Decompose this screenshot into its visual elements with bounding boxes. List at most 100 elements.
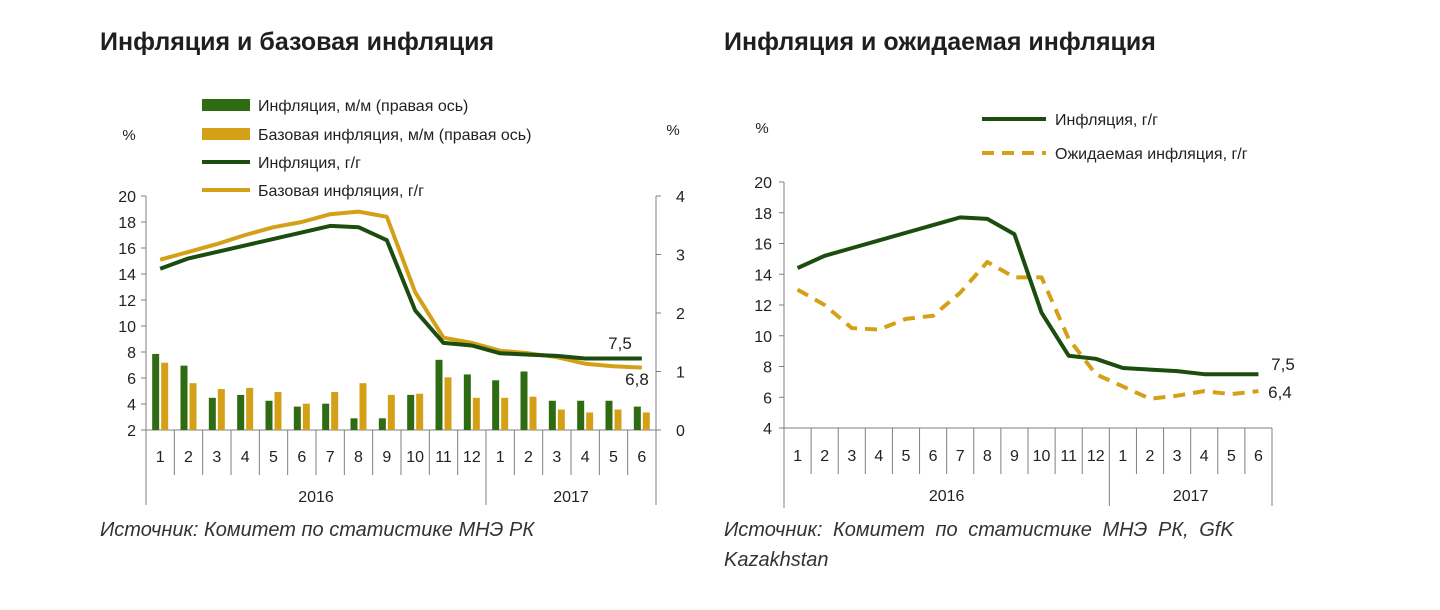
chart1-bar-core-mm bbox=[416, 393, 424, 430]
chart1-left-tick-label: 18 bbox=[118, 215, 136, 232]
chart1-left-tick-label: 4 bbox=[127, 397, 136, 414]
chart1-bar-core-mm bbox=[387, 394, 395, 430]
chart1-end-label-inflation: 7,5 bbox=[608, 334, 632, 353]
chart2-line-expected bbox=[796, 259, 1259, 401]
chart1-bar-core-mm bbox=[642, 412, 650, 430]
chart2-tick-label: 18 bbox=[754, 206, 772, 223]
chart1-bar-core-mm bbox=[529, 396, 537, 430]
chart1-month-label: 11 bbox=[435, 449, 452, 466]
chart2-year-label: 2016 bbox=[929, 488, 965, 505]
chart2-source: Источник: Комитет по статистике МНЭ РК, … bbox=[724, 519, 1234, 571]
chart1-bar-inflation-mm bbox=[293, 406, 301, 430]
chart2-legend-label: Инфляция, г/г bbox=[1055, 112, 1158, 129]
chart1-left-tick-label: 2 bbox=[127, 423, 136, 440]
chart1-legend-swatch bbox=[202, 128, 250, 140]
chart2-tick-label: 10 bbox=[754, 329, 772, 346]
chart1-left-tick-label: 20 bbox=[118, 189, 136, 206]
chart1-left-tick-label: 6 bbox=[127, 371, 136, 388]
chart1-left-tick-label: 16 bbox=[118, 241, 136, 258]
chart2-month-label: 1 bbox=[793, 448, 802, 465]
chart1-month-label: 9 bbox=[382, 449, 391, 466]
chart2-month-label: 2 bbox=[820, 448, 829, 465]
chart1-line-inflation-yy bbox=[159, 223, 642, 361]
chart1-left-tick-label: 14 bbox=[118, 267, 136, 284]
chart1-bar-inflation-mm bbox=[180, 365, 188, 430]
chart1-left-tick-label: 12 bbox=[118, 293, 136, 310]
chart1-right-tick-label: 1 bbox=[676, 365, 685, 382]
chart1-bar-core-mm bbox=[557, 409, 565, 430]
chart1-bar-inflation-mm bbox=[407, 394, 415, 430]
chart1-bar-core-mm bbox=[614, 409, 622, 430]
chart2-tick-label: 20 bbox=[754, 175, 772, 192]
chart1-title: Инфляция и базовая инфляция bbox=[100, 28, 495, 56]
chart2-line-inflation bbox=[796, 215, 1259, 377]
chart1-right-tick-label: 3 bbox=[676, 248, 685, 265]
chart1-bar-core-mm bbox=[444, 377, 452, 430]
chart1-bar-inflation-mm bbox=[265, 400, 273, 430]
chart1-bar-inflation-mm bbox=[152, 353, 160, 430]
chart1-month-label: 4 bbox=[241, 449, 250, 466]
chart1-bar-inflation-mm bbox=[378, 418, 386, 430]
chart2-month-label: 4 bbox=[1200, 448, 1209, 465]
chart2-end-label-inflation: 7,5 bbox=[1271, 355, 1295, 374]
chart1-bar-core-mm bbox=[302, 403, 310, 430]
chart2-month-label: 6 bbox=[929, 448, 938, 465]
chart2-month-label: 5 bbox=[902, 448, 911, 465]
chart2-month-label: 6 bbox=[1254, 448, 1263, 465]
chart1-bar-core-mm bbox=[189, 383, 197, 430]
chart1-bar-core-mm bbox=[331, 391, 339, 430]
chart1-bar-core-mm bbox=[472, 397, 480, 430]
chart1-month-label: 1 bbox=[156, 449, 165, 466]
chart1-month-label: 5 bbox=[609, 449, 618, 466]
chart2-month-label: 10 bbox=[1033, 448, 1051, 465]
chart1-legend-label: Инфляция, г/г bbox=[258, 155, 361, 172]
chart2-title: Инфляция и ожидаемая инфляция bbox=[724, 28, 1156, 56]
chart1-month-label: 6 bbox=[297, 449, 306, 466]
chart1-right-tick-label: 2 bbox=[676, 306, 685, 323]
chart1-bar-inflation-mm bbox=[492, 380, 500, 430]
chart2-month-label: 8 bbox=[983, 448, 992, 465]
chart2-month-label: 4 bbox=[874, 448, 883, 465]
chart1-bar-inflation-mm bbox=[322, 403, 330, 430]
chart1-bar-inflation-mm bbox=[633, 406, 641, 430]
chart1-bar-core-mm bbox=[246, 387, 254, 430]
chart1-legend-label: Инфляция, м/м (правая ось) bbox=[258, 98, 468, 115]
chart2-tick-label: 16 bbox=[754, 237, 772, 254]
chart1-bar-core-mm bbox=[359, 383, 367, 430]
chart2-end-label-expected: 6,4 bbox=[1268, 383, 1292, 402]
chart1-bar-inflation-mm bbox=[208, 397, 216, 430]
chart1-line-core-yy bbox=[159, 209, 642, 370]
chart2-year-label: 2017 bbox=[1173, 488, 1209, 505]
chart1-bar-core-mm bbox=[274, 391, 282, 430]
chart2-month-label: 9 bbox=[1010, 448, 1019, 465]
chart1-month-label: 2 bbox=[524, 449, 533, 466]
chart1-bar-core-mm bbox=[501, 397, 509, 430]
chart1-month-label: 3 bbox=[552, 449, 561, 466]
chart1-year-label: 2017 bbox=[553, 489, 589, 506]
chart1-month-label: 12 bbox=[463, 449, 481, 466]
chart2-legend-label: Ожидаемая инфляция, г/г bbox=[1055, 146, 1248, 163]
chart2-month-label: 11 bbox=[1060, 448, 1077, 465]
chart1-legend-swatch bbox=[202, 99, 250, 111]
chart1-bar-inflation-mm bbox=[520, 371, 528, 430]
chart1-month-label: 7 bbox=[326, 449, 335, 466]
chart1-bar-core-mm bbox=[217, 389, 225, 430]
chart1-bar-inflation-mm bbox=[350, 418, 358, 430]
chart1-legend-label: Базовая инфляция, м/м (правая ось) bbox=[258, 127, 531, 144]
chart1-end-label-core: 6,8 bbox=[625, 370, 649, 389]
chart1-bar-inflation-mm bbox=[548, 400, 556, 430]
chart1-bar-inflation-mm bbox=[577, 400, 585, 430]
chart1-bar-inflation-mm bbox=[463, 374, 471, 430]
chart2-tick-label: 12 bbox=[754, 298, 772, 315]
chart2-month-label: 2 bbox=[1146, 448, 1155, 465]
chart1-bar-inflation-mm bbox=[237, 394, 245, 430]
chart1-right-tick-label: 4 bbox=[676, 189, 685, 206]
chart1-month-label: 8 bbox=[354, 449, 363, 466]
chart2-month-label: 12 bbox=[1087, 448, 1105, 465]
chart1-source: Источник: Комитет по статистике МНЭ РК bbox=[100, 519, 535, 541]
chart1-bar-inflation-mm bbox=[605, 400, 613, 430]
chart1-month-label: 2 bbox=[184, 449, 193, 466]
chart1-month-label: 4 bbox=[581, 449, 590, 466]
chart2-tick-label: 8 bbox=[763, 360, 772, 377]
